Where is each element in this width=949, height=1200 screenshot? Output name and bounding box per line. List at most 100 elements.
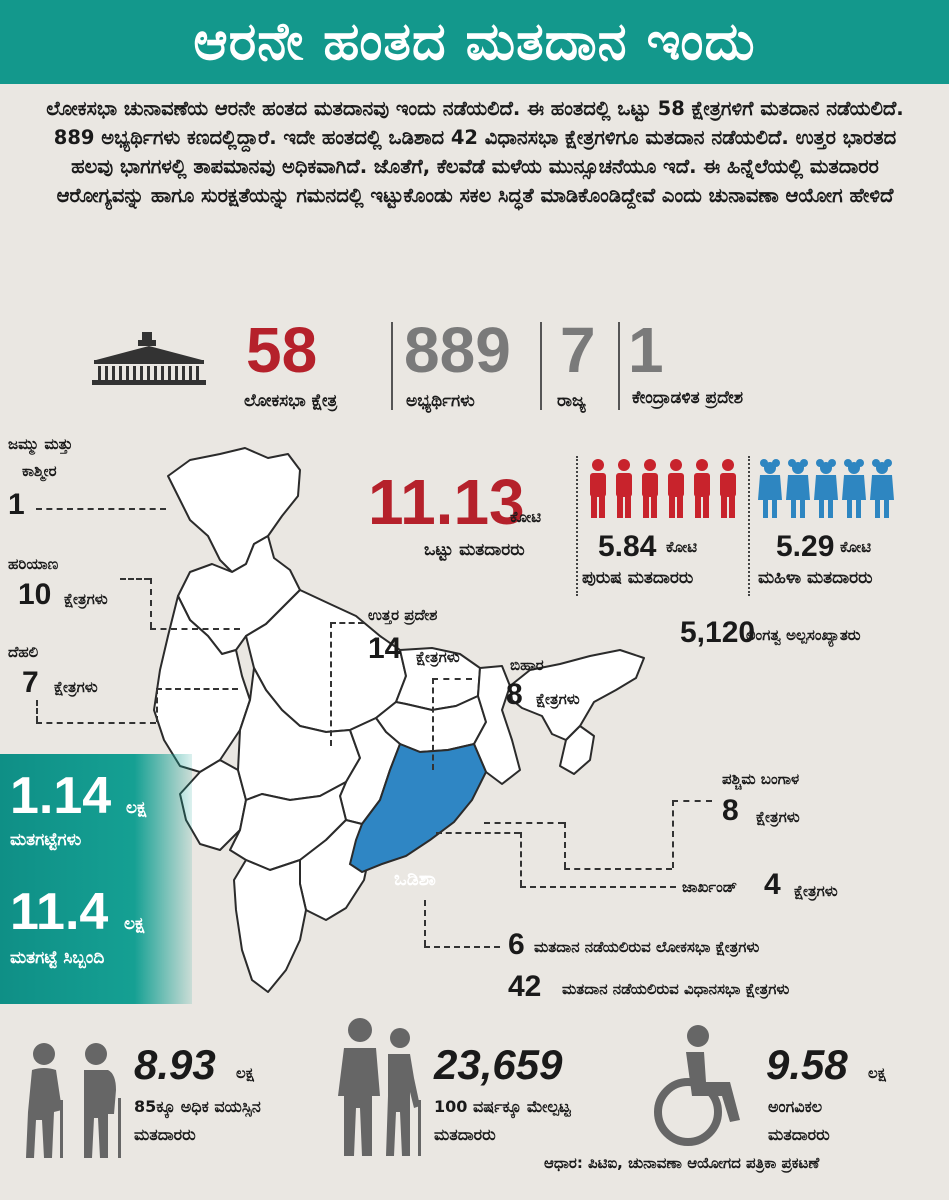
voter-divider — [748, 456, 750, 596]
leader-line — [36, 508, 166, 510]
odisha-as-label: ಮತದಾನ ನಡೆಯಲಿರುವ ವಿಧಾನಸಭಾ ಕ್ಷೇತ್ರಗಳು — [562, 980, 790, 998]
leader-line — [36, 722, 156, 724]
parliament-icon — [92, 332, 206, 385]
leader-line — [432, 678, 472, 680]
leader-line — [672, 800, 674, 868]
haryana-name: ಹರಿಯಾಣ — [8, 555, 59, 573]
disabled-voters-label-1: ಅಂಗವಿಕಲ — [768, 1097, 823, 1116]
disabled-voters-value: 9.58 — [766, 1041, 848, 1088]
delhi-kshetragalu: ಕ್ಷೇತ್ರಗಳು — [54, 678, 98, 696]
haryana-kshetragalu: ಕ್ಷೇತ್ರಗಳು — [64, 590, 108, 608]
booths-value: 1.14 — [10, 767, 112, 825]
stat-candidates-value: 889 — [404, 314, 511, 386]
female-voters-value: 5.29 — [776, 530, 835, 563]
stat-states-label: ರಾಜ್ಯ — [557, 391, 586, 411]
stat-constituencies-value: 58 — [246, 314, 318, 386]
bihar-name: ಬಿಹಾರ — [510, 656, 544, 674]
leader-line — [330, 622, 364, 624]
leader-line — [424, 900, 426, 946]
staff-value: 11.4 — [10, 883, 109, 941]
jk-name-1: ಜಮ್ಮು ಮತ್ತು — [8, 435, 73, 453]
wb-kshetragalu: ಕ್ಷೇತ್ರಗಳು — [756, 808, 800, 826]
leader-line — [520, 832, 522, 886]
up-value: 14 — [368, 632, 402, 665]
senior-voters-value: 8.93 — [134, 1041, 216, 1088]
leader-line — [564, 822, 566, 868]
jharkhand-name: ಜಾರ್ಖಂಡ್ — [682, 878, 738, 896]
female-voters-unit: ಕೋಟಿ — [840, 538, 872, 556]
third-gender-value: 5,120 — [680, 616, 756, 649]
leader-line — [672, 800, 712, 802]
female-voters-icon — [758, 459, 894, 518]
booths-label: ಮತಗಟ್ಟೆಗಳು — [10, 830, 82, 850]
odisha-ls-label: ಮತದಾನ ನಡೆಯಲಿರುವ ಲೋಕಸಭಾ ಕ್ಷೇತ್ರಗಳು — [534, 938, 760, 956]
senior-voters-label-2: ಮತದಾರರು — [134, 1125, 196, 1144]
stat-uts-value: 1 — [628, 314, 664, 386]
voter-divider — [576, 456, 578, 596]
wheelchair-icon — [654, 1025, 740, 1146]
jk-name-2: ಕಾಶ್ಮೀರ — [22, 462, 57, 480]
leader-line — [484, 822, 564, 824]
leader-line — [150, 578, 152, 628]
leader-line — [120, 578, 150, 580]
total-voters-unit: ಕೋಟಿ — [510, 508, 542, 526]
delhi-value: 7 — [22, 666, 39, 699]
leader-line — [150, 628, 240, 630]
stat-candidates-label: ಅಭ್ಯರ್ಥಿಗಳು — [406, 391, 475, 411]
total-voters-value: 11.13 — [368, 466, 525, 538]
staff-label: ಮತಗಟ್ಟೆ ಸಿಬ್ಬಂದಿ — [10, 948, 105, 968]
male-voters-label: ಪುರುಷ ಮತದಾರರು — [582, 568, 694, 588]
leader-line — [36, 700, 38, 722]
elderly-couple-icon — [26, 1043, 121, 1158]
leader-line — [424, 946, 500, 948]
jharkhand-kshetragalu: ಕ್ಷೇತ್ರಗಳು — [794, 882, 838, 900]
bihar-kshetragalu: ಕ್ಷೇತ್ರಗಳು — [536, 690, 580, 708]
wb-name: ಪಶ್ಚಿಮ ಬಂಗಾಳ — [722, 770, 800, 788]
stat-states-value: 7 — [560, 314, 596, 386]
male-voters-unit: ಕೋಟಿ — [666, 538, 698, 556]
divider — [618, 322, 620, 410]
odisha-ls-value: 6 — [508, 928, 525, 961]
leader-line — [330, 622, 332, 746]
wb-value: 8 — [722, 794, 739, 827]
centenarian-voters-label-2: ಮತದಾರರು — [434, 1125, 496, 1144]
odisha-as-value: 42 — [508, 970, 542, 1003]
odisha-name: ಒಡಿಶಾ — [394, 868, 436, 890]
leader-line — [564, 868, 672, 870]
leader-line — [436, 832, 520, 834]
divider — [391, 322, 393, 410]
senior-voters-unit: ಲಕ್ಷ — [236, 1064, 254, 1082]
bihar-value: 8 — [506, 678, 523, 711]
centenarian-icon — [338, 1018, 421, 1156]
jharkhand-value: 4 — [764, 868, 781, 901]
booths-unit: ಲಕ್ಷ — [126, 798, 147, 818]
leader-line — [156, 688, 238, 690]
up-kshetragalu: ಕ್ಷೇತ್ರಗಳು — [416, 648, 460, 666]
title-bar — [0, 0, 949, 84]
intro-paragraph: ಲೋಕಸಭಾ ಚುನಾವಣೆಯ ಆರನೇ ಹಂತದ ಮತದಾನವು ಇಂದು ನ… — [46, 97, 904, 207]
female-voters-label: ಮಹಿಳಾ ಮತದಾರರು — [758, 568, 873, 588]
haryana-value: 10 — [18, 578, 52, 611]
disabled-voters-label-2: ಮತದಾರರು — [768, 1125, 830, 1144]
leader-line — [520, 886, 676, 888]
up-name: ಉತ್ತರ ಪ್ರದೇಶ — [368, 606, 438, 624]
disabled-voters-unit: ಲಕ್ಷ — [868, 1064, 886, 1082]
delhi-name: ದೆಹಲಿ — [8, 643, 39, 661]
leader-line — [156, 688, 158, 722]
senior-voters-label-1: 85ಕ್ಕೂ ಅಧಿಕ ವಯಸ್ಸಿನ — [134, 1097, 261, 1116]
polling-panel — [0, 754, 192, 1004]
centenarian-voters-label-1: 100 ವರ್ಷಕ್ಕೂ ಮೇಲ್ಪಟ್ಟ — [434, 1097, 571, 1116]
third-gender-label: ಲಿಂಗತ್ವ ಅಲ್ಪಸಂಖ್ಯಾತರು — [746, 626, 861, 644]
page-title: ಆರನೇ ಹಂತದ ಮತದಾನ ಇಂದು — [193, 11, 756, 72]
total-voters-label: ಒಟ್ಟು ಮತದಾರರು — [424, 540, 525, 560]
stat-uts-label: ಕೇಂದ್ರಾಡಳಿತ ಪ್ರದೇಶ — [632, 388, 744, 408]
staff-unit: ಲಕ್ಷ — [124, 914, 145, 934]
source-note: ಆಧಾರ: ಪಿಟಿಐ, ಚುನಾವಣಾ ಆಯೋಗದ ಪತ್ರಿಕಾ ಪ್ರಕಟ… — [544, 1154, 820, 1172]
centenarian-voters-value: 23,659 — [434, 1041, 563, 1088]
jk-value: 1 — [8, 488, 25, 521]
leader-line — [432, 678, 434, 770]
male-voters-value: 5.84 — [598, 530, 657, 563]
stat-constituencies-label: ಲೋಕಸಭಾ ಕ್ಷೇತ್ರ — [244, 391, 338, 411]
male-voters-icon — [590, 459, 736, 518]
divider — [540, 322, 542, 410]
